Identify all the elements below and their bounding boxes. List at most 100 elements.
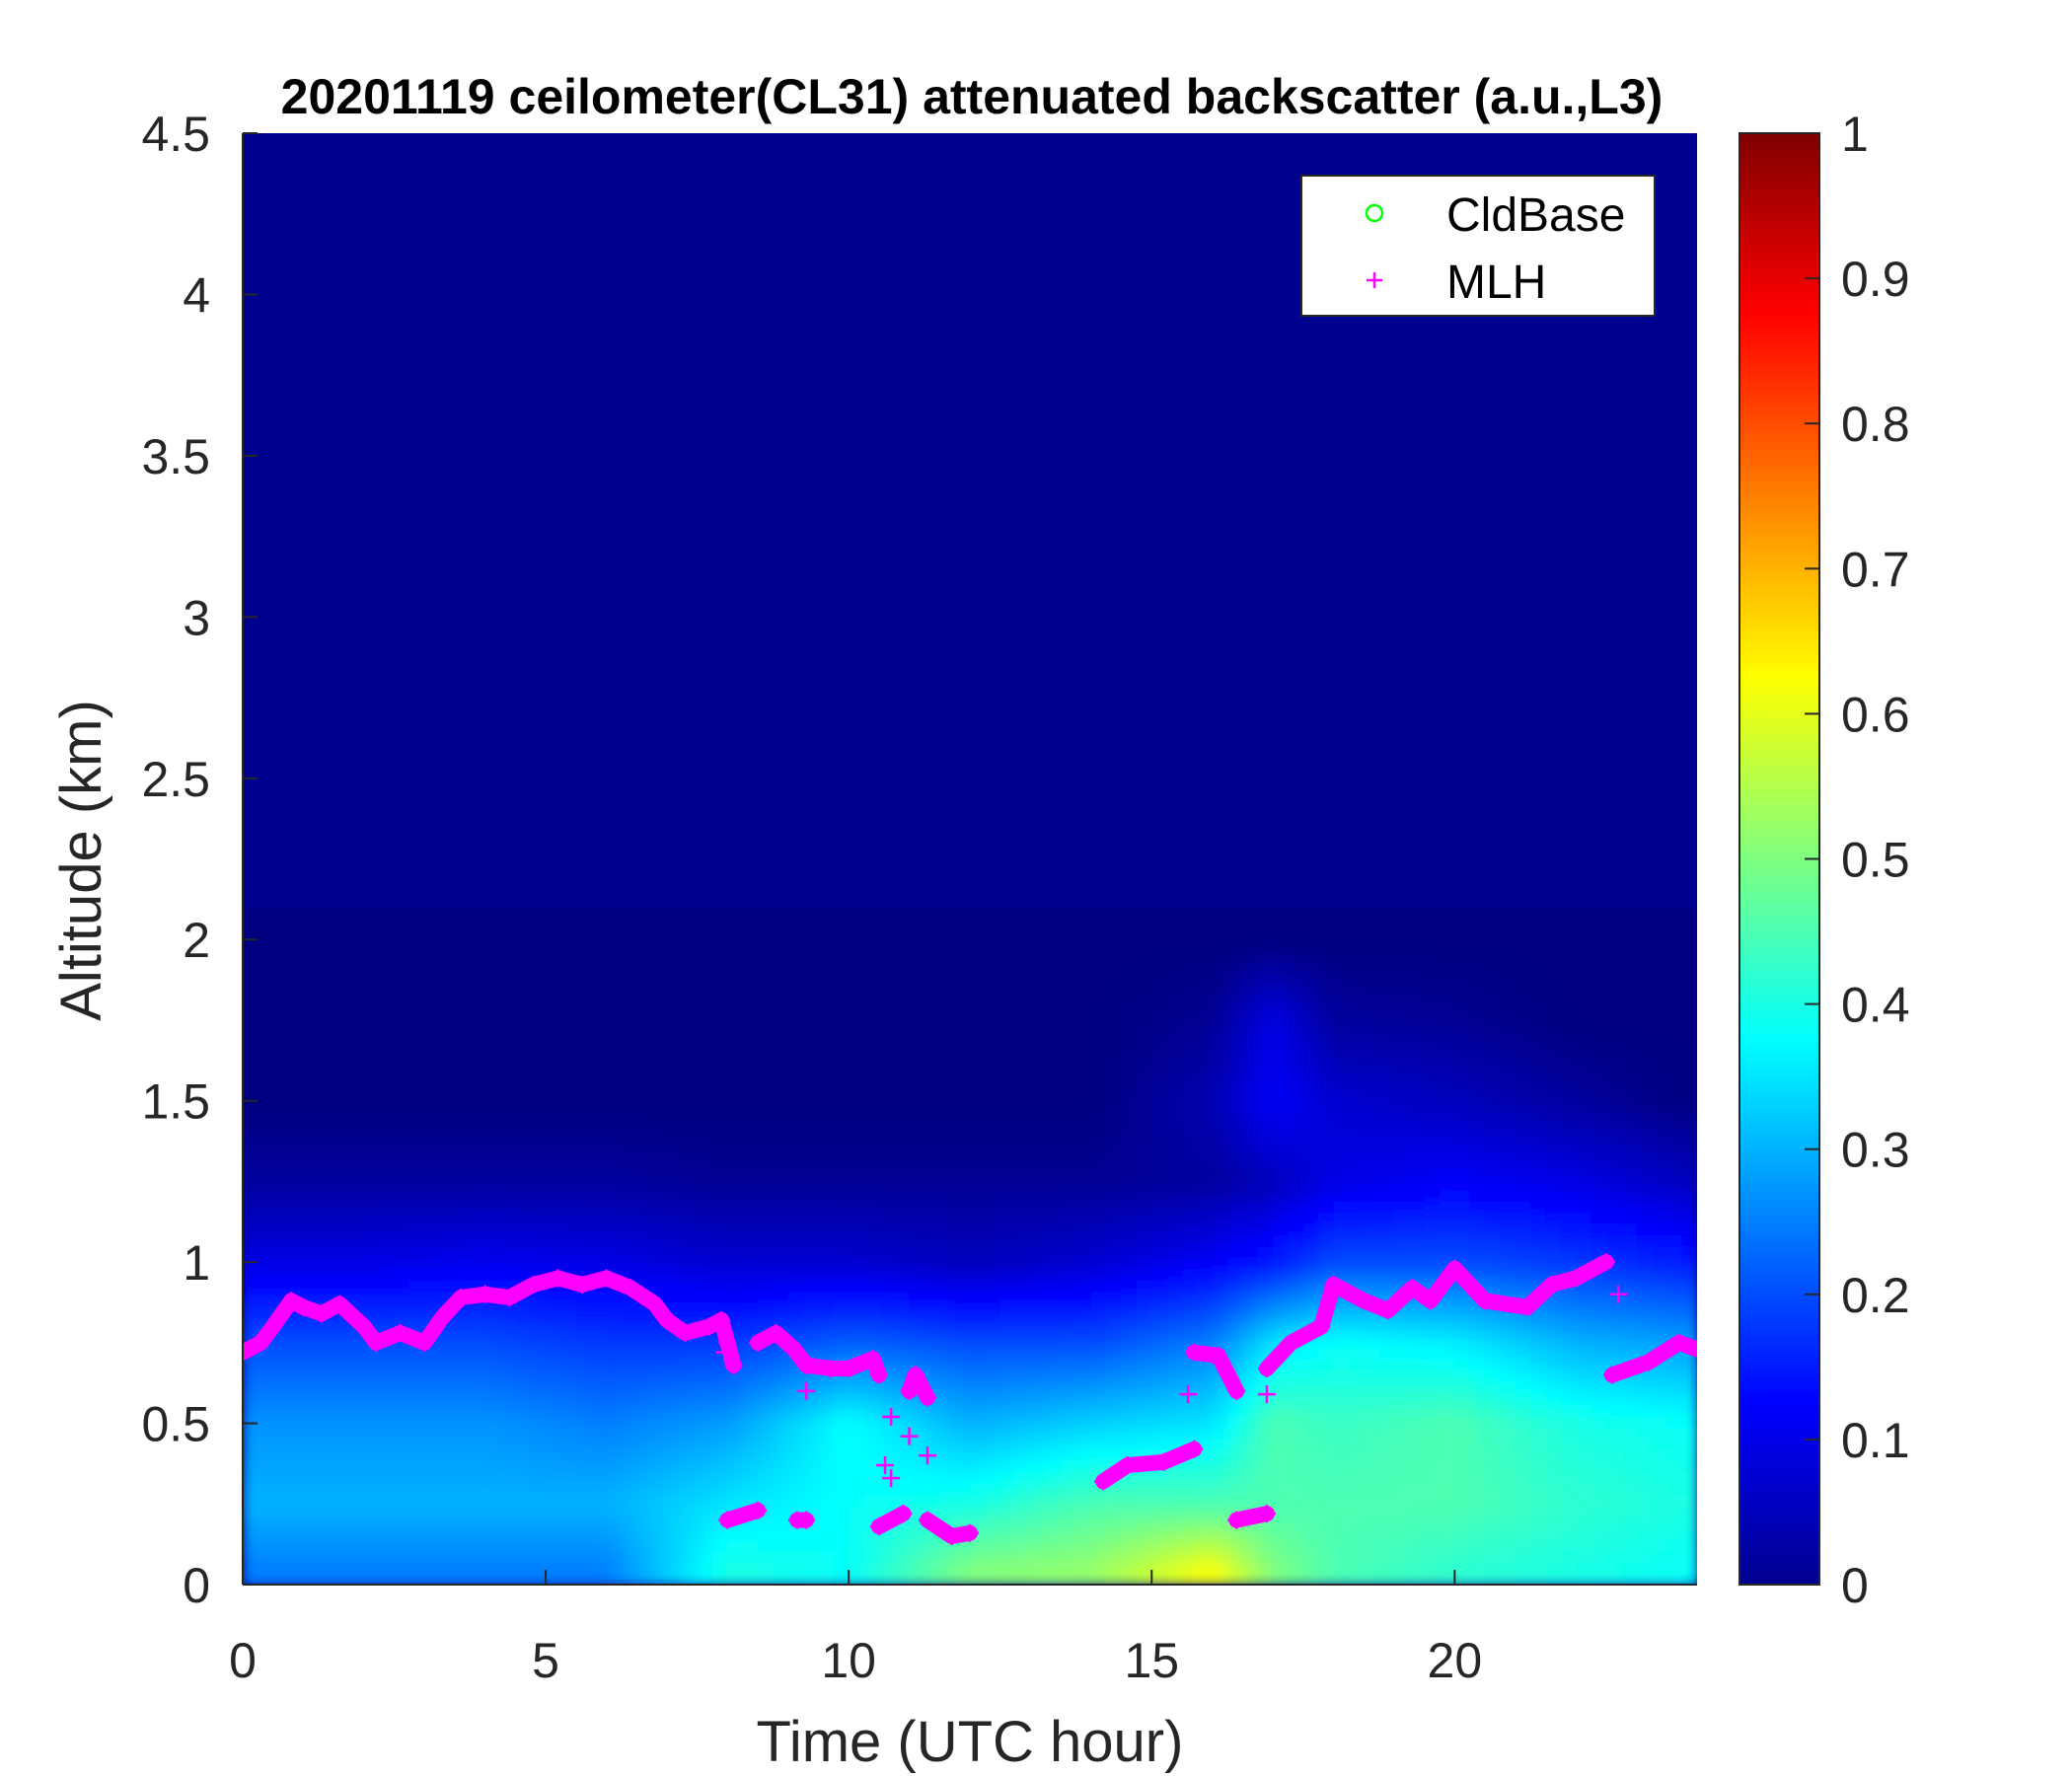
heatmap-cell [1090,1076,1108,1089]
heatmap-cell [1439,1234,1456,1247]
heatmap-cell [1500,1527,1517,1541]
heatmap-cell [711,1121,729,1135]
heatmap-cell [621,1065,638,1078]
heatmap-cell [1075,1301,1092,1315]
heatmap-cell [1469,1471,1487,1485]
heatmap-cell [666,963,684,977]
heatmap-cell [1469,1065,1487,1078]
heatmap-cell [1318,1054,1335,1067]
heatmap-cell [682,907,699,920]
heatmap-cell [484,963,502,977]
heatmap-cell [1364,1166,1380,1180]
heatmap-cell [909,1438,925,1450]
heatmap-cell [1015,1144,1032,1157]
heatmap-cell [894,1301,911,1315]
heatmap-cell [697,986,713,999]
heatmap-cell [1485,1381,1502,1394]
heatmap-cell [1061,1257,1077,1270]
heatmap-cell [1393,1369,1411,1383]
heatmap-cell [1273,963,1290,977]
heatmap-cell [1257,1189,1275,1203]
heatmap-cell [651,1448,668,1462]
heatmap-cell [1045,952,1063,965]
heatmap-cell [1045,918,1063,931]
heatmap-cell [272,1369,290,1383]
heatmap-cell [999,1201,1017,1214]
heatmap-cell [711,1234,729,1247]
heatmap-cell [878,1189,896,1203]
heatmap-cell [666,1087,684,1101]
heatmap-cell [439,1403,456,1417]
heatmap-cell [546,963,562,977]
heatmap-cell [515,1008,532,1021]
heatmap-cell [1302,1054,1320,1067]
heatmap-cell [515,918,532,931]
heatmap-cell [682,1392,699,1405]
heatmap-cell [318,1415,335,1428]
heatmap-cell [758,1268,775,1282]
heatmap-cell [985,1550,1001,1564]
heatmap-cell [288,1144,305,1157]
heatmap-cell [1106,1166,1123,1180]
heatmap-cell [1393,1324,1411,1338]
heatmap-cell [470,1121,486,1135]
heatmap-cell [787,1324,805,1338]
heatmap-cell [970,1222,987,1236]
heatmap-cell [1030,1155,1047,1168]
heatmap-cell [1015,1031,1032,1044]
heatmap-cell [1318,1222,1335,1236]
heatmap-cell [1075,1550,1092,1564]
heatmap-cell [530,963,548,977]
heatmap-cell [1212,1144,1229,1157]
heatmap-cell [439,975,456,988]
heatmap-cell [439,986,456,999]
heatmap-cell [1469,1257,1487,1270]
heatmap-cell [1106,1234,1123,1247]
heatmap-cell [591,1336,608,1349]
heatmap-cell [954,1099,971,1112]
heatmap-cell [1166,975,1183,988]
heatmap-cell [394,986,410,999]
heatmap-cell [711,1381,729,1394]
heatmap-cell [1181,1324,1199,1338]
heatmap-cell [515,1155,532,1168]
heatmap-cell [697,1201,713,1214]
heatmap-cell [408,929,426,942]
heatmap-cell [379,907,396,920]
heatmap-cell [303,1054,320,1067]
heatmap-cell [939,1460,956,1473]
heatmap-cell [560,1121,577,1135]
heatmap-cell [546,1291,562,1303]
heatmap-cell [288,1110,305,1123]
heatmap-cell [863,1505,880,1518]
heatmap-cell [1212,1324,1229,1338]
heatmap-cell [985,1347,1001,1361]
heatmap-cell [833,1268,851,1282]
heatmap-cell [970,998,987,1010]
heatmap-cell [878,940,896,954]
heatmap-cell [1469,1201,1487,1214]
heatmap-cell [1136,1099,1153,1112]
heatmap-cell [408,1234,426,1247]
heatmap-cell [803,1178,820,1191]
heatmap-cell [318,1076,335,1089]
heatmap-cell [939,1257,956,1270]
heatmap-cell [1090,1166,1108,1180]
heatmap-cell [833,1257,851,1270]
heatmap-cell [591,1415,608,1428]
heatmap-cell [1227,1099,1244,1112]
heatmap-cell [333,1517,350,1529]
heatmap-cell [727,918,744,931]
heatmap-cell [1197,1505,1214,1518]
heatmap-cell [530,1166,548,1180]
heatmap-cell [1257,1178,1275,1191]
heatmap-cell [682,1201,699,1214]
heatmap-cell [1485,1178,1502,1191]
heatmap-cell [1454,1155,1471,1168]
heatmap-cell [1485,975,1502,988]
heatmap-cell [591,1403,608,1417]
heatmap-cell [878,1403,896,1417]
heatmap-cell [1242,1460,1259,1473]
heatmap-cell [1424,1313,1441,1326]
heatmap-cell [1364,1222,1380,1236]
